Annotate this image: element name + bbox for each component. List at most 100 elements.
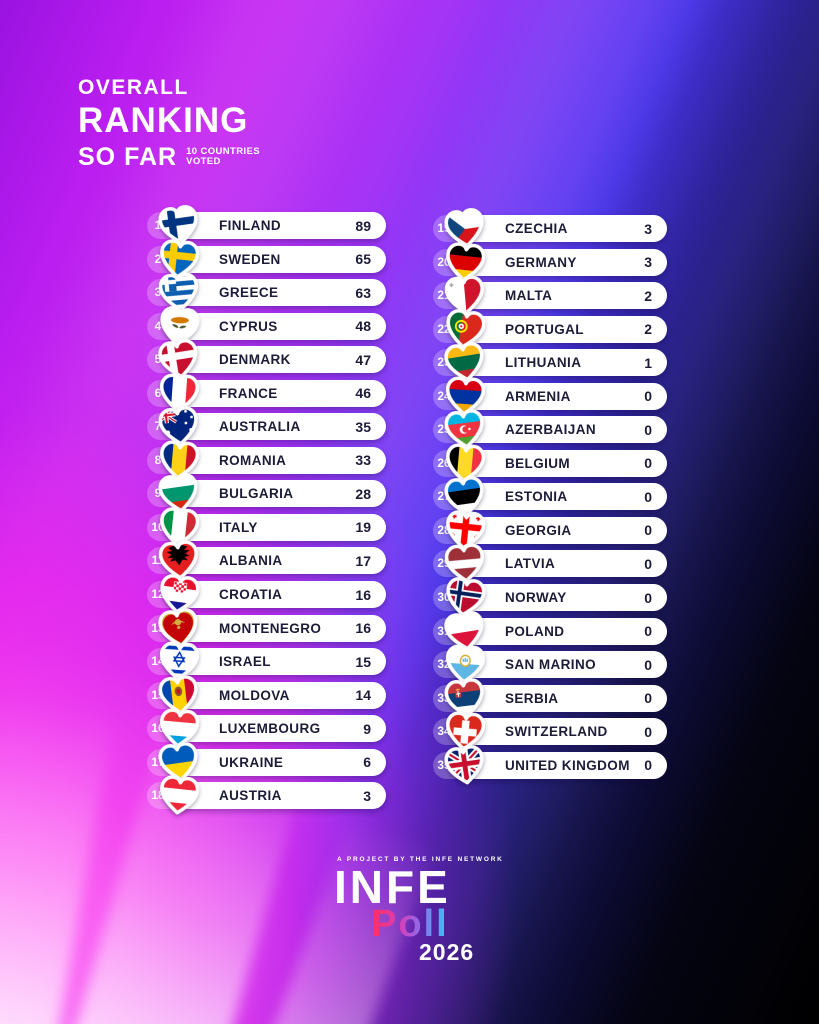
switzerland-flag-heart-icon bbox=[445, 711, 486, 751]
rank-number: 2 bbox=[154, 251, 162, 266]
georgia-flag-heart-icon bbox=[445, 510, 486, 550]
ranking-row: 17 UKRAINE 6 bbox=[147, 741, 386, 782]
country-score: 28 bbox=[355, 485, 371, 502]
country-score: 89 bbox=[355, 217, 371, 234]
country-pill: UNITED KINGDOM 0 bbox=[444, 744, 667, 785]
country-score: 1 bbox=[644, 354, 652, 371]
country-name: CROATIA bbox=[219, 587, 283, 603]
country-name: UKRAINE bbox=[219, 754, 284, 770]
title-ranking: RANKING bbox=[78, 101, 249, 140]
ranking-row: 12 CROATIA 16 bbox=[147, 574, 386, 615]
rank-number: 7 bbox=[154, 419, 162, 434]
country-pill: MALTA 2 bbox=[444, 275, 667, 315]
country-pill: AUSTRIA 3 bbox=[159, 775, 386, 815]
belgium-flag-heart-icon bbox=[445, 443, 486, 483]
country-score: 0 bbox=[644, 623, 652, 640]
country-score: 48 bbox=[355, 318, 371, 335]
country-name: ESTONIA bbox=[505, 489, 568, 505]
united-kingdom-flag-heart-icon bbox=[444, 744, 486, 785]
ranking-row: 1 FINLAND 89 bbox=[147, 205, 386, 246]
serbia-flag-heart-icon bbox=[444, 677, 485, 718]
moldova-flag-heart-icon bbox=[158, 674, 199, 715]
country-pill: SWEDEN 65 bbox=[159, 238, 386, 279]
title-overall: OVERALL bbox=[78, 76, 189, 99]
country-name: GEORGIA bbox=[505, 522, 572, 538]
country-name: LITHUANIA bbox=[505, 355, 582, 371]
country-pill: POLAND 0 bbox=[444, 610, 667, 651]
country-score: 47 bbox=[355, 351, 371, 368]
ranking-row: 16 LUXEMBOURG 9 bbox=[147, 708, 386, 748]
ranking-row: 26 BELGIUM 0 bbox=[433, 443, 667, 483]
italy-flag-heart-icon bbox=[159, 507, 200, 547]
france-flag-heart-icon bbox=[159, 373, 200, 413]
country-name: BULGARIA bbox=[219, 486, 294, 502]
ranking-row: 30 NORWAY 0 bbox=[433, 577, 667, 618]
denmark-flag-heart-icon bbox=[158, 339, 200, 380]
country-score: 35 bbox=[355, 418, 371, 435]
country-name: SERBIA bbox=[505, 690, 559, 706]
country-name: BELGIUM bbox=[505, 455, 571, 471]
cyprus-flag-heart-icon bbox=[158, 305, 200, 346]
country-pill: BELGIUM 0 bbox=[445, 443, 667, 483]
ranking-row: 23 LITHUANIA 1 bbox=[433, 342, 667, 383]
country-score: 0 bbox=[644, 757, 652, 774]
footer-logo: A PROJECT BY THE INFE NETWORK INFE Poll … bbox=[334, 856, 554, 966]
country-score: 0 bbox=[644, 455, 652, 472]
country-name: MONTENEGRO bbox=[219, 620, 322, 636]
ranking-row: 33 SERBIA 0 bbox=[433, 677, 667, 718]
country-score: 3 bbox=[644, 220, 652, 237]
country-pill: MOLDOVA 14 bbox=[158, 674, 386, 715]
rank-number: 3 bbox=[154, 285, 162, 300]
country-score: 65 bbox=[355, 251, 371, 268]
country-score: 0 bbox=[644, 555, 652, 572]
ranking-row: 25 AZERBAIJAN 0 bbox=[433, 409, 667, 450]
ranking-row: 19 CZECHIA 3 bbox=[433, 208, 667, 249]
country-score: 9 bbox=[363, 720, 371, 737]
country-pill: ITALY 19 bbox=[159, 507, 386, 547]
ranking-row: 8 ROMANIA 33 bbox=[147, 440, 386, 480]
country-name: ITALY bbox=[219, 519, 258, 535]
ranking-row: 27 ESTONIA 0 bbox=[433, 476, 667, 517]
country-name: FRANCE bbox=[219, 385, 278, 401]
country-pill: CYPRUS 48 bbox=[158, 305, 386, 346]
ranking-row: 24 ARMENIA 0 bbox=[433, 376, 667, 416]
country-score: 19 bbox=[355, 519, 371, 536]
country-score: 14 bbox=[355, 687, 371, 704]
finland-flag-heart-icon bbox=[158, 205, 200, 246]
montenegro-flag-heart-icon bbox=[158, 607, 200, 648]
rank-number: 6 bbox=[154, 385, 162, 400]
country-score: 0 bbox=[644, 388, 652, 405]
country-name: SAN MARINO bbox=[505, 657, 596, 673]
country-pill: GEORGIA 0 bbox=[445, 510, 667, 550]
country-name: AUSTRIA bbox=[219, 788, 282, 804]
ranking-row: 4 CYPRUS 48 bbox=[147, 305, 386, 346]
israel-flag-heart-icon bbox=[159, 641, 200, 681]
ranking-row: 2 SWEDEN 65 bbox=[147, 238, 386, 279]
country-pill: SERBIA 0 bbox=[444, 677, 667, 718]
country-score: 0 bbox=[644, 723, 652, 740]
ranking-row: 20 GERMANY 3 bbox=[433, 241, 667, 282]
ranking-row: 15 MOLDOVA 14 bbox=[147, 674, 386, 715]
country-name: GERMANY bbox=[505, 254, 577, 270]
country-name: AZERBAIJAN bbox=[505, 422, 597, 438]
country-score: 0 bbox=[644, 690, 652, 707]
country-name: PORTUGAL bbox=[505, 321, 584, 337]
country-score: 46 bbox=[355, 385, 371, 402]
australia-flag-heart-icon bbox=[158, 406, 199, 447]
country-score: 0 bbox=[644, 421, 652, 438]
country-name: ROMANIA bbox=[219, 452, 287, 468]
country-pill: LUXEMBOURG 9 bbox=[159, 708, 386, 748]
country-pill: NORWAY 0 bbox=[444, 577, 667, 618]
country-pill: CROATIA 16 bbox=[158, 574, 386, 615]
country-score: 16 bbox=[355, 586, 371, 603]
country-score: 3 bbox=[644, 254, 652, 271]
ranking-row: 32 SAN MARINO 0 bbox=[433, 644, 667, 684]
country-score: 15 bbox=[355, 653, 371, 670]
country-pill: LITHUANIA 1 bbox=[444, 342, 667, 383]
country-pill: ARMENIA 0 bbox=[445, 376, 667, 416]
ranking-row: 7 AUSTRALIA 35 bbox=[147, 406, 386, 447]
country-score: 0 bbox=[644, 656, 652, 673]
country-pill: ALBANIA 17 bbox=[158, 540, 386, 580]
estonia-flag-heart-icon bbox=[444, 476, 486, 517]
